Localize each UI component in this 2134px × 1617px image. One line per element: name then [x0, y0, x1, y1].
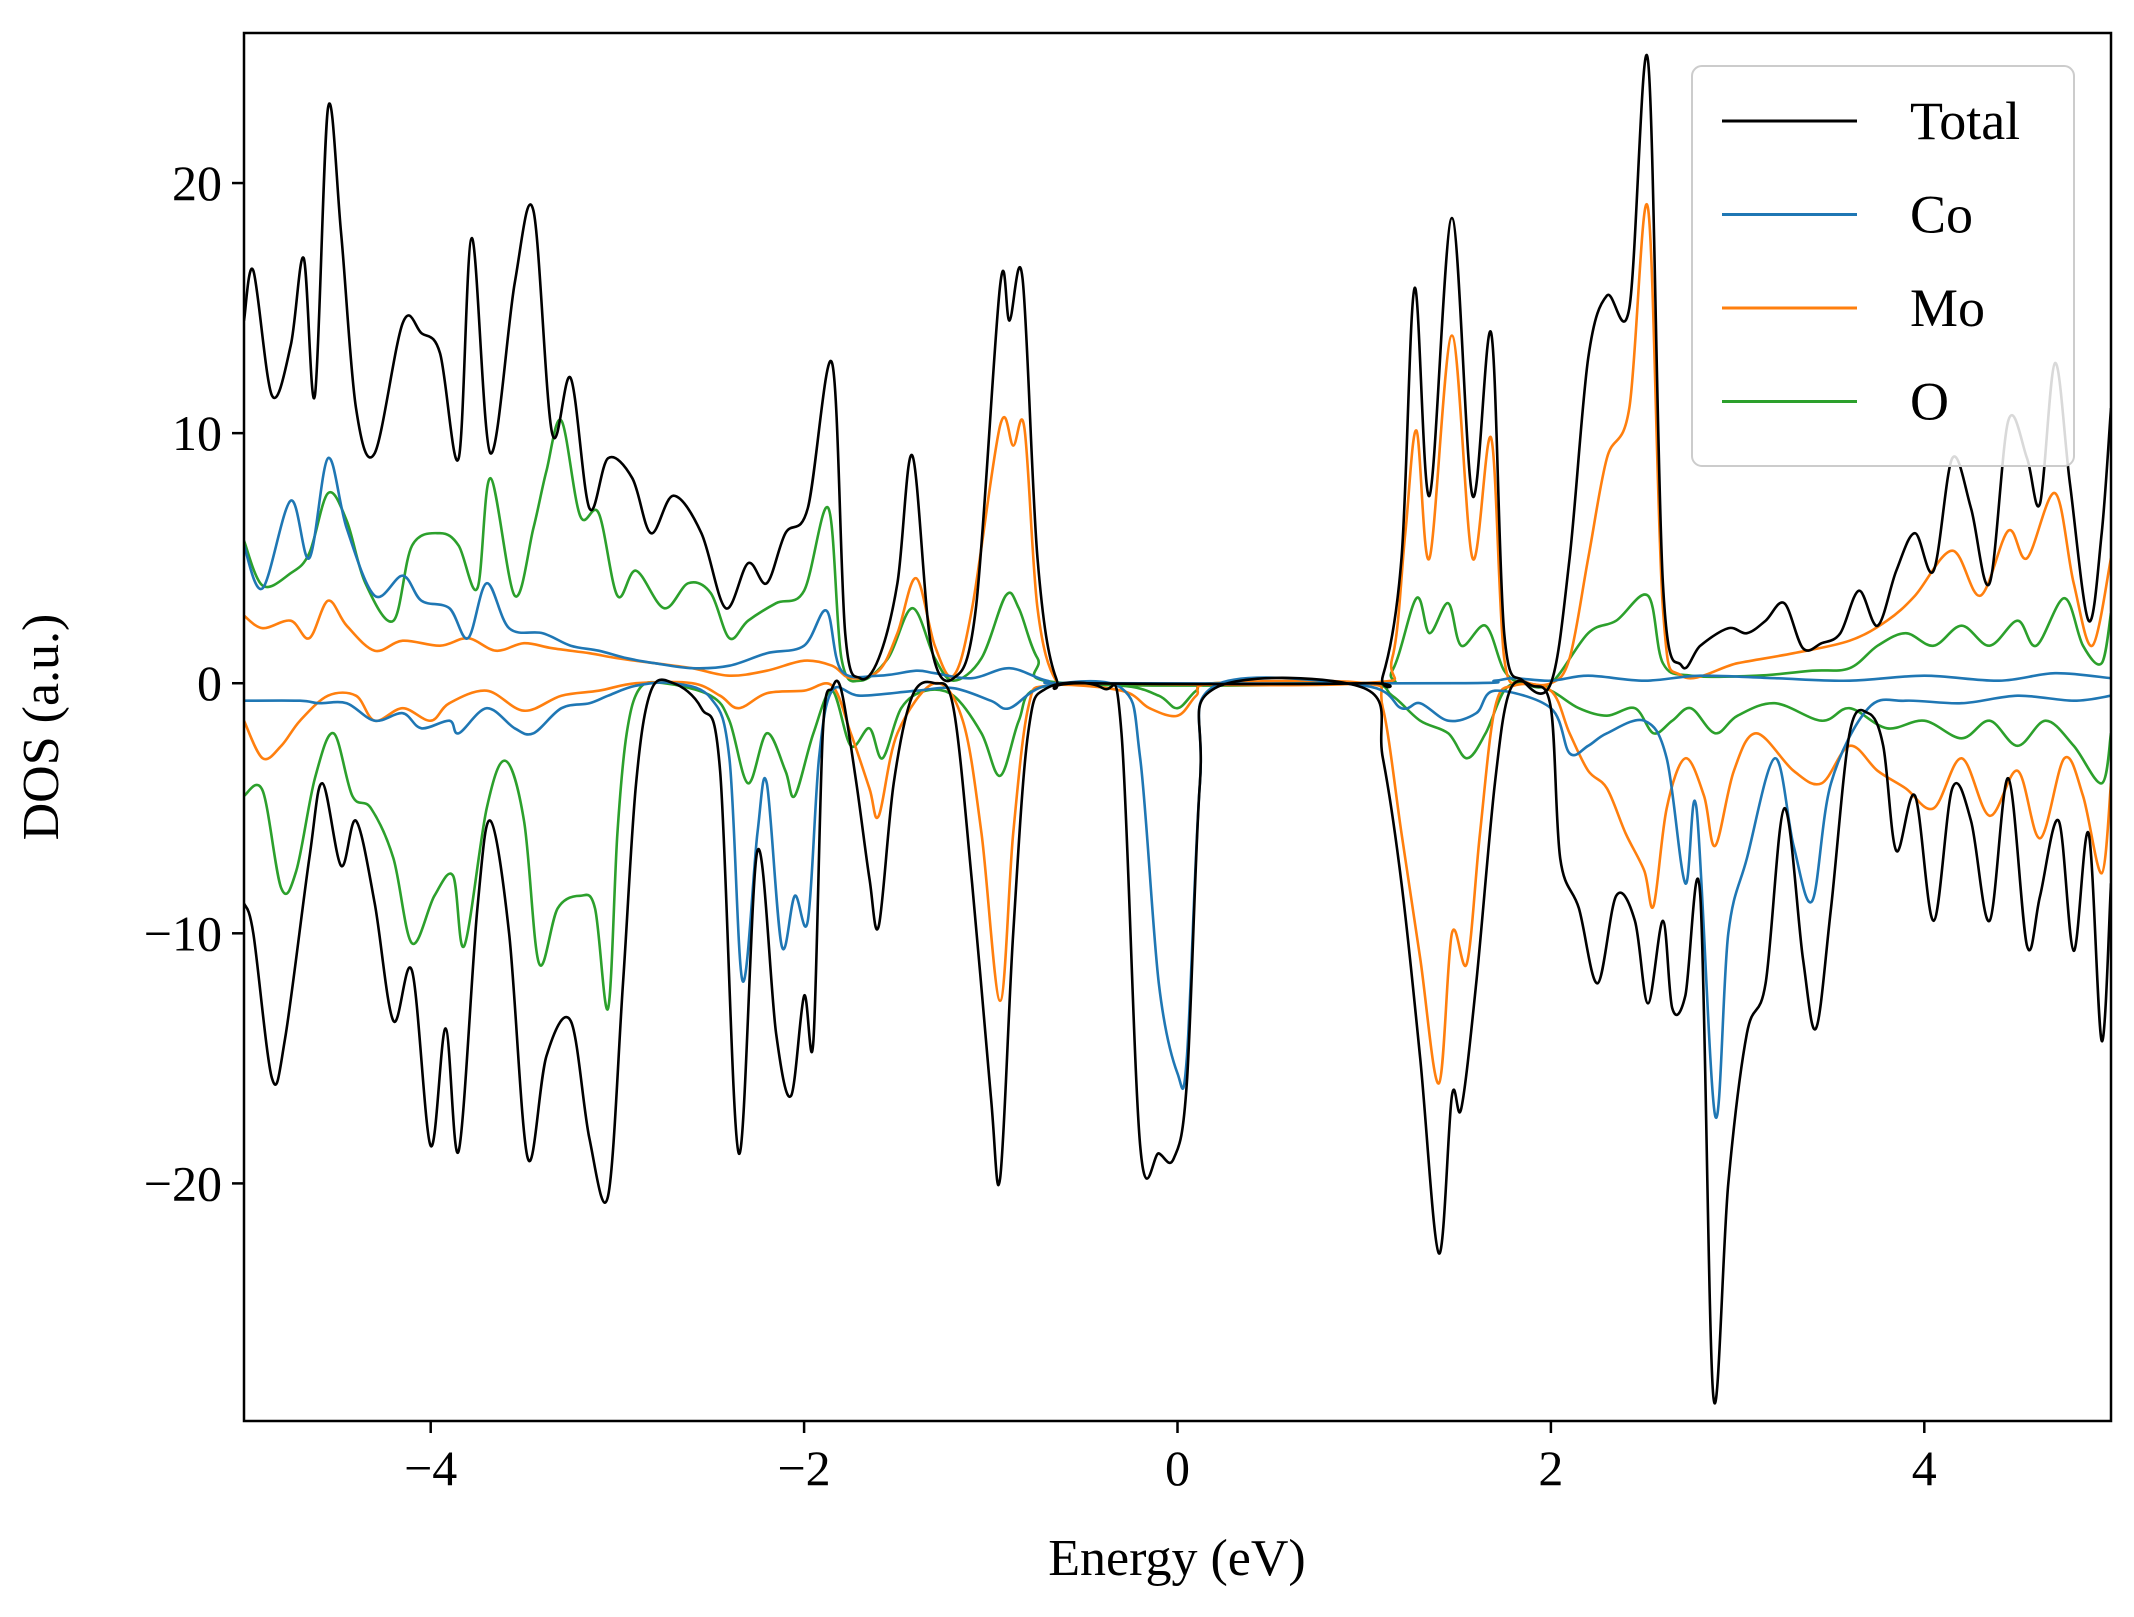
y-tick-label: 10: [172, 405, 222, 461]
series-co-spin-down-line: [244, 676, 2111, 1120]
series-co-spin-up-line: [244, 456, 2111, 685]
legend-label-mo: Mo: [1910, 278, 1985, 338]
y-tick-label: −10: [144, 905, 222, 961]
y-axis-label: DOS (a.u.): [13, 614, 70, 841]
series-mo-spin-down-line: [244, 679, 2111, 1085]
legend-label-o: O: [1910, 372, 1949, 432]
x-tick-label: −2: [777, 1440, 830, 1496]
x-tick-label: −4: [404, 1440, 457, 1496]
series-layer: [244, 54, 2111, 1405]
y-tick-label: 0: [197, 655, 222, 711]
x-tick-label: 2: [1538, 1440, 1563, 1496]
y-tick-label: 20: [172, 155, 222, 211]
legend-box: [1691, 65, 2075, 467]
y-tick-label: −20: [144, 1155, 222, 1211]
y-axis: −20 −10 0 10 20: [144, 155, 244, 1211]
series-total-spin-up-line: [244, 54, 2111, 695]
x-tick-label: 0: [1165, 1440, 1190, 1496]
series-mo-spin-up-line: [244, 203, 2111, 689]
series-o-spin-up-line: [244, 418, 2111, 689]
x-axis: −4 −2 0 2 4: [404, 1421, 1937, 1496]
series-total-spin-down-line: [244, 676, 2111, 1405]
legend-items: Total Co Mo O: [1722, 91, 2020, 432]
legend: Total Co Mo O: [1691, 65, 2075, 467]
x-tick-label: 4: [1912, 1440, 1937, 1496]
x-axis-label: Energy (eV): [1048, 1530, 1306, 1587]
legend-label-co: Co: [1910, 185, 1973, 245]
legend-label-total: Total: [1910, 91, 2020, 151]
